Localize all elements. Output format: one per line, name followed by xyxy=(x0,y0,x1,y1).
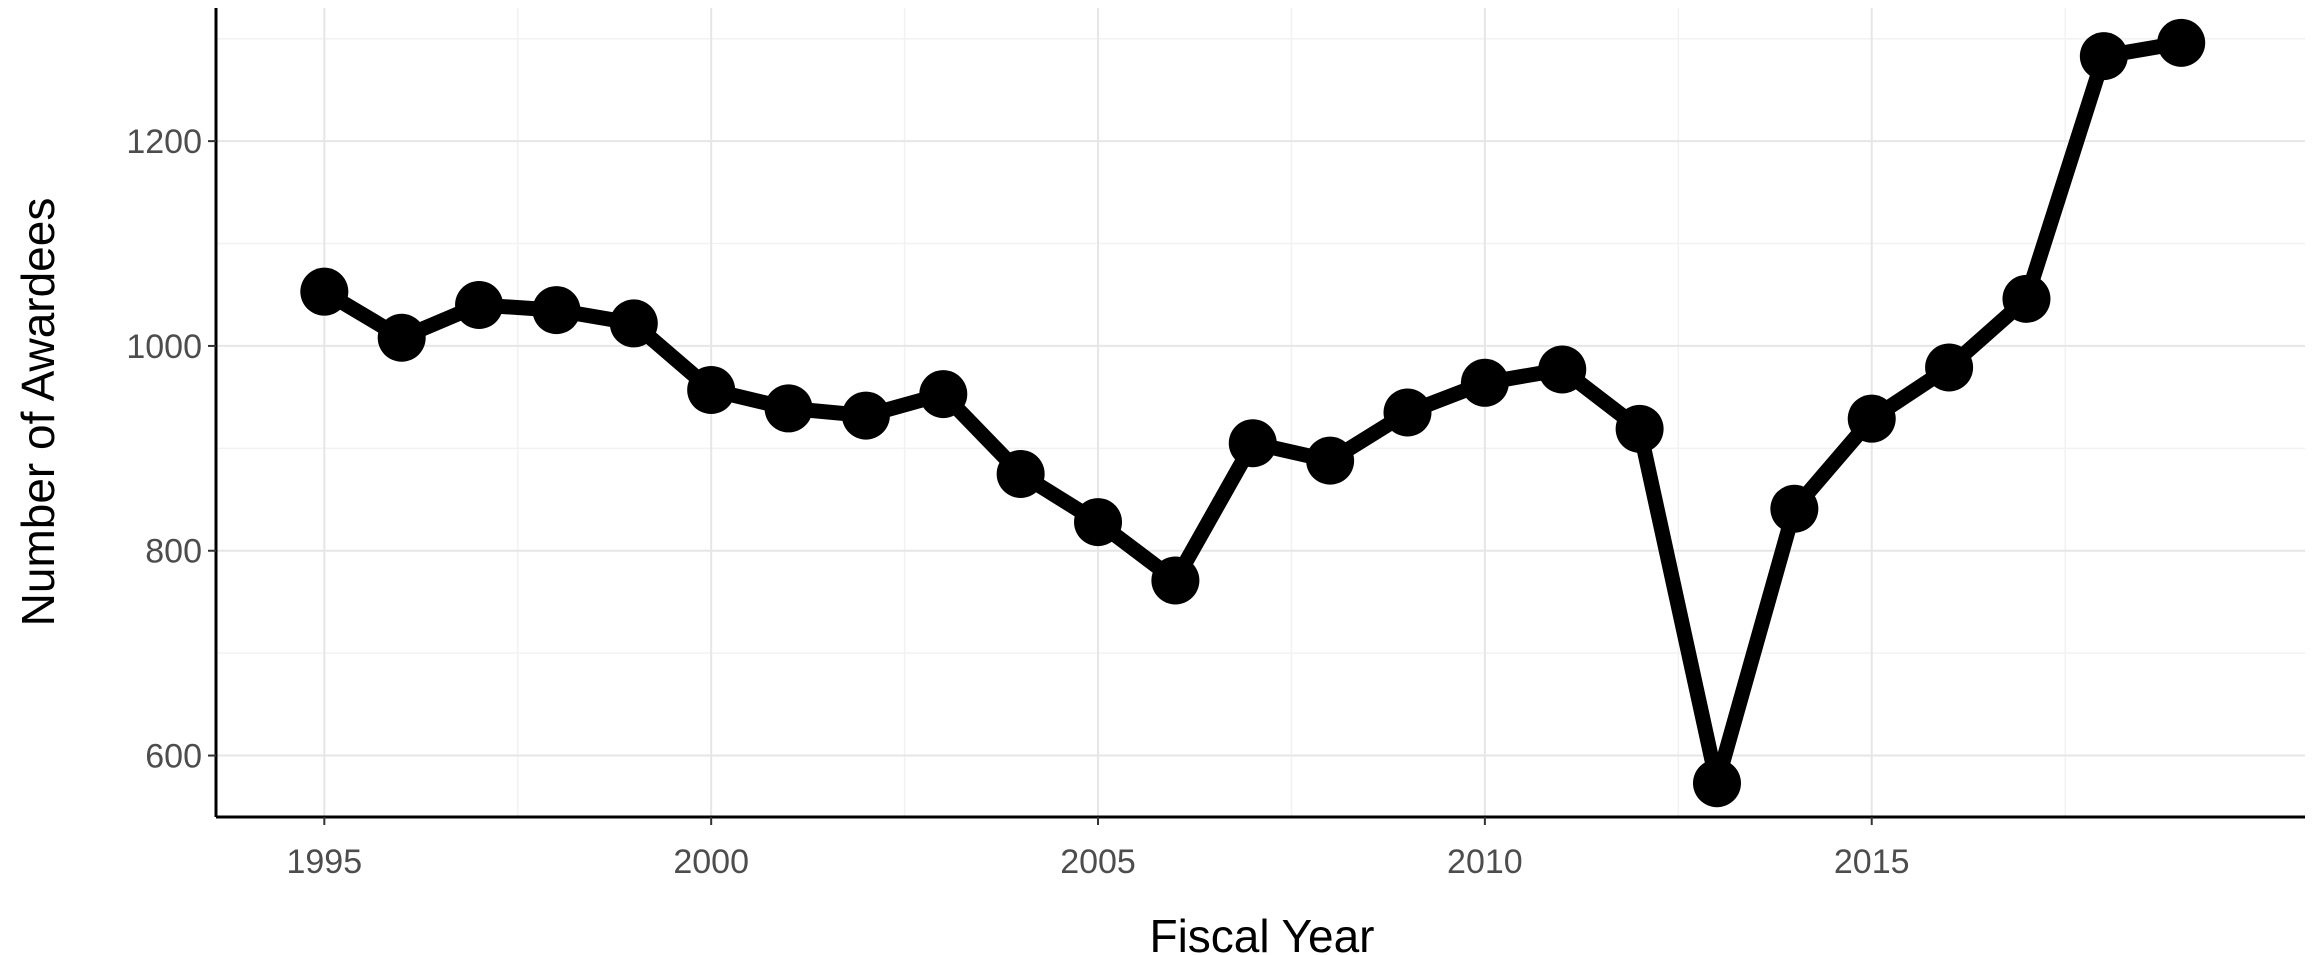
data-point xyxy=(1692,759,1741,808)
series-line xyxy=(316,35,2189,791)
data-point xyxy=(1770,484,1819,533)
x-tick-label: 1995 xyxy=(286,843,362,881)
data-point xyxy=(1615,404,1664,453)
data-point xyxy=(609,299,658,348)
data-point xyxy=(1383,388,1432,437)
data-point xyxy=(455,280,504,329)
data-point xyxy=(1538,345,1587,394)
data-point xyxy=(1151,556,1200,605)
x-tick-label: 2015 xyxy=(1834,843,1910,881)
data-point xyxy=(687,365,736,414)
y-tick-label: 1200 xyxy=(126,123,202,161)
data-point xyxy=(1306,436,1355,485)
y-tick-label: 1000 xyxy=(126,328,202,366)
y-tick-label: 600 xyxy=(145,738,202,776)
data-point xyxy=(2079,32,2128,81)
data-point xyxy=(2157,18,2206,67)
x-tick-label: 2005 xyxy=(1060,843,1136,881)
data-point xyxy=(532,286,581,335)
data-point xyxy=(1847,394,1896,443)
x-tick-label: 2010 xyxy=(1447,843,1523,881)
x-tick-label: 2000 xyxy=(673,843,749,881)
data-point xyxy=(2002,274,2051,323)
data-point xyxy=(1925,343,1974,392)
grid xyxy=(216,8,2305,817)
data-point xyxy=(764,384,813,433)
data-point xyxy=(996,449,1045,498)
x-axis-title: Fiscal Year xyxy=(1149,910,1374,955)
data-point xyxy=(1228,419,1277,468)
data-point xyxy=(300,267,349,316)
tick-labels: 1995 2000 2005 2010 2015 600 800 1000 1200 xyxy=(126,123,1909,881)
series xyxy=(300,18,2206,808)
y-axis-title: Number of Awardees xyxy=(12,198,64,627)
y-tick-label: 800 xyxy=(145,533,202,571)
data-point xyxy=(841,391,890,440)
axes xyxy=(214,8,2305,819)
data-point xyxy=(1074,498,1123,547)
data-point xyxy=(1460,358,1509,407)
data-point xyxy=(377,313,426,362)
data-point xyxy=(919,370,968,419)
